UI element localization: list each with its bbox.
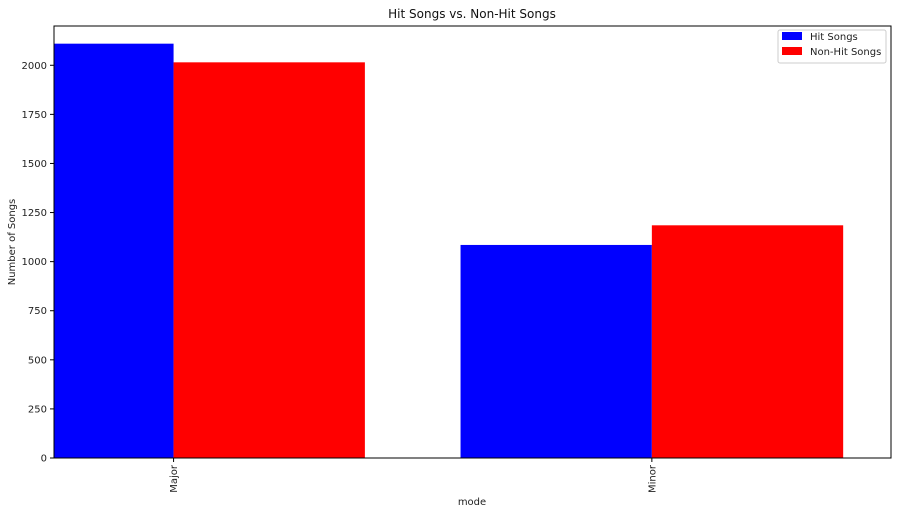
legend-label-hit-songs: Hit Songs: [810, 32, 858, 43]
bar-hit-songs-major: [54, 43, 174, 458]
legend-label-non-hit-songs: Non-Hit Songs: [810, 47, 881, 58]
bar-non-hit-songs-minor: [651, 225, 844, 458]
legend-swatch-non-hit-songs: [782, 47, 802, 55]
x-tick-label: Major: [169, 464, 180, 493]
y-tick-label: 250: [28, 404, 47, 415]
y-tick-label: 500: [28, 355, 47, 366]
y-tick-label: 1500: [22, 159, 47, 170]
y-tick-label: 0: [41, 454, 47, 465]
y-tick-label: 1250: [22, 208, 47, 219]
legend: Hit Songs Non-Hit Songs: [777, 29, 887, 64]
bar-non-hit-songs-major: [173, 62, 365, 459]
y-tick-label: 2000: [22, 61, 47, 72]
y-tick-label: 1750: [22, 110, 47, 121]
chart-title: Hit Songs vs. Non-Hit Songs: [388, 7, 556, 21]
x-tick-label: Minor: [647, 464, 658, 493]
legend-box: [777, 29, 887, 64]
legend-swatch-hit-songs: [782, 32, 802, 40]
plot-frame: [53, 25, 892, 459]
y-axis: 0 250 500 750 1000 1250 1500 1750 2000: [22, 61, 54, 465]
y-tick-label: 750: [28, 306, 47, 317]
x-axis: Major Minor: [169, 458, 658, 493]
y-axis-title: Number of Songs: [7, 199, 18, 286]
bar-hit-songs-minor: [460, 244, 652, 458]
bars-group: [54, 43, 844, 459]
y-tick-label: 1000: [22, 257, 47, 268]
x-axis-title: mode: [458, 497, 486, 508]
